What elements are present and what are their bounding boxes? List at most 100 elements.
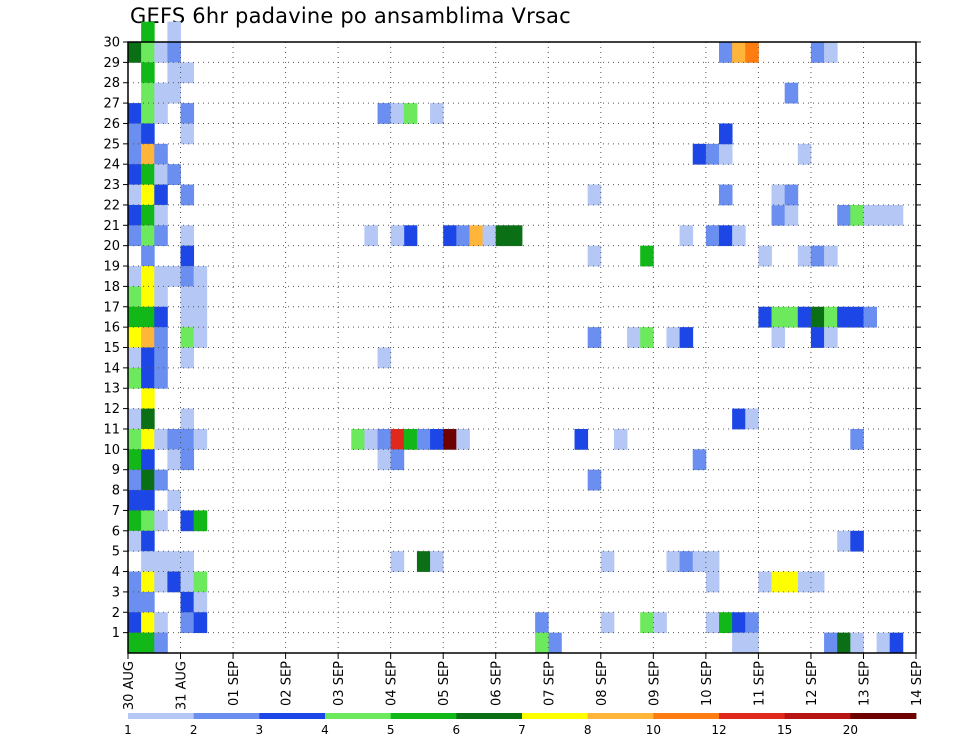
heatmap-cell: [837, 204, 851, 226]
x-tick-label: 01 SEP: [227, 661, 242, 706]
heatmap-cell: [141, 306, 155, 328]
heatmap-cell: [141, 449, 155, 471]
heatmap-cell: [141, 530, 155, 552]
heatmap-cell: [141, 388, 155, 409]
y-tick-label: 9: [112, 463, 120, 478]
heatmap-cell: [482, 225, 497, 247]
legend-label: 12: [711, 723, 726, 737]
heatmap-cell: [745, 408, 759, 430]
heatmap-cell: [640, 612, 654, 634]
heatmap-cell: [640, 327, 654, 348]
heatmap-cell: [128, 408, 142, 430]
heatmap-cell: [180, 225, 195, 247]
heatmap-cell: [810, 571, 825, 593]
heatmap-cell: [167, 490, 181, 511]
heatmap-cell: [154, 184, 168, 206]
x-tick-label: 12 SEP: [805, 661, 820, 706]
heatmap-cell: [456, 225, 470, 247]
heatmap-cell: [364, 225, 378, 247]
y-axis-ticks: 1234567891011121314151617181920212223242…: [103, 36, 921, 641]
heatmap-cell: [141, 286, 155, 308]
heatmap-cell: [390, 428, 405, 450]
heatmap-cell: [141, 164, 155, 185]
heatmap-cell: [403, 428, 418, 450]
heatmap-cell: [784, 82, 799, 104]
legend-swatch: [128, 713, 195, 719]
heatmap-cell: [390, 449, 405, 471]
legend-swatch: [259, 713, 326, 719]
heatmap-cell: [128, 571, 142, 593]
heatmap-cell: [587, 469, 602, 491]
heatmap-cell: [705, 143, 720, 165]
heatmap-cell: [771, 306, 786, 328]
heatmap-cell: [797, 571, 812, 593]
heatmap-cell: [600, 551, 615, 572]
legend-swatch: [784, 713, 851, 719]
heatmap-cell: [154, 469, 168, 491]
heatmap-cell: [141, 469, 155, 491]
heatmap-cell: [430, 103, 444, 124]
heatmap-cell: [863, 204, 877, 226]
heatmap-cell: [837, 306, 851, 328]
heatmap-cell: [351, 428, 365, 450]
heatmap-cell: [640, 245, 654, 267]
color-legend: 1 2 3 4 5 6 7 8 10 12 15 20: [124, 713, 917, 737]
heatmap-cell: [154, 551, 168, 572]
legend-swatch: [719, 713, 786, 719]
gridlines: [128, 42, 916, 653]
x-tick-label: 05 SEP: [437, 661, 452, 706]
heatmap-cell: [128, 469, 142, 491]
y-tick-label: 19: [103, 260, 120, 275]
heatmap-cell: [141, 204, 155, 226]
heatmap-cell: [180, 612, 195, 634]
heatmap-cell: [141, 266, 155, 287]
heatmap-cell: [784, 306, 799, 328]
y-tick-label: 20: [103, 239, 120, 254]
legend-swatch: [390, 713, 457, 719]
heatmap-cell: [180, 184, 195, 206]
heatmap-cell: [180, 408, 195, 430]
heatmap-cell: [377, 347, 392, 369]
heatmap-cell: [141, 21, 155, 43]
heatmap-cell: [797, 143, 812, 165]
heatmap-cell: [193, 286, 208, 308]
heatmap-cell: [167, 82, 181, 104]
legend-label: 8: [584, 723, 592, 737]
heatmap-cell: [416, 428, 431, 450]
heatmap-cell: [850, 428, 864, 450]
heatmap-cell: [180, 62, 195, 84]
heatmap-cell: [167, 21, 181, 43]
heatmap-cell: [824, 306, 838, 328]
heatmap-cell: [167, 449, 181, 471]
heatmap-cell: [430, 428, 444, 450]
heatmap-cell: [180, 306, 195, 328]
heatmap-cell: [193, 306, 208, 328]
heatmap-cell: [469, 225, 483, 247]
legend-swatch: [653, 713, 720, 719]
heatmap-cell: [508, 225, 523, 247]
legend-label: 3: [256, 723, 264, 737]
heatmap-cell: [679, 225, 694, 247]
heatmap-cell: [180, 266, 195, 287]
heatmap-cell: [495, 225, 510, 247]
heatmap-cell: [141, 428, 155, 450]
x-tick-label: 07 SEP: [542, 661, 557, 706]
legend-label: 7: [518, 723, 526, 737]
heatmap-cell: [810, 245, 825, 267]
heatmap-cell: [167, 42, 181, 63]
heatmap-cell: [653, 612, 667, 634]
y-tick-label: 13: [103, 382, 120, 397]
y-tick-label: 6: [112, 524, 120, 539]
heatmap-cell: [889, 632, 904, 654]
heatmap-cell: [719, 225, 733, 247]
heatmap-cell: [705, 225, 720, 247]
heatmap-cell: [180, 551, 195, 572]
chart-title: GEFS 6hr padavine po ansamblima Vrsac: [130, 4, 571, 28]
heatmap-cell: [141, 184, 155, 206]
heatmap-cell: [627, 327, 641, 348]
heatmap-cell: [692, 143, 707, 165]
heatmap-cell: [193, 571, 208, 593]
heatmap-cell: [705, 551, 720, 572]
heatmap-cell: [193, 327, 208, 348]
legend-label: 1: [124, 723, 132, 737]
